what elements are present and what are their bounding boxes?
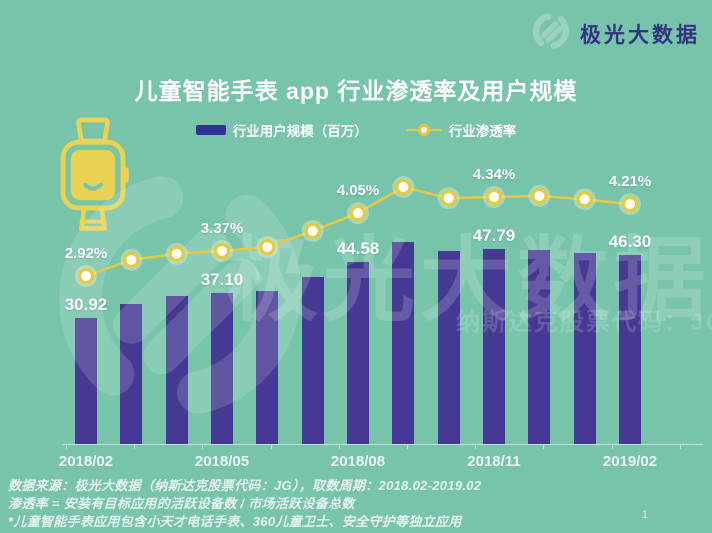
brand-swirl-icon — [530, 10, 572, 57]
brand-logo: 极光大数据 — [530, 10, 700, 57]
bar-2018/07 — [301, 276, 324, 444]
bar-2018/10 — [437, 250, 460, 444]
chart-title: 儿童智能手表 app 行业渗透率及用户规模 — [134, 78, 578, 104]
footer-line-source: 数据来源：极光大数据（纳斯达克股票代码：JG），取数周期：2018.02-201… — [8, 478, 482, 493]
bar-2018/08 — [346, 262, 369, 444]
bar-swatch-icon — [195, 125, 226, 135]
footer-line-definition: 渗透率 = 安装有目标应用的活跃设备数 / 市场活跃设备总数 — [8, 496, 355, 511]
bar-2018/06 — [256, 290, 279, 444]
bar-2019/01 — [573, 252, 596, 444]
bar-2018/09 — [392, 241, 415, 444]
legend-item-bar: 行业用户规模（百万） — [195, 120, 368, 140]
page-number: 1 — [641, 509, 648, 521]
bar-2018/03 — [120, 303, 143, 444]
legend-item-line: 行业渗透率 — [405, 120, 517, 140]
bar-2018/05 — [210, 292, 233, 444]
bar-2018/12 — [528, 250, 551, 444]
legend-label-bar: 行业用户规模（百万） — [232, 124, 368, 139]
brand-name: 极光大数据 — [580, 23, 700, 47]
bar-2018/04 — [165, 296, 188, 444]
bar-2019/02 — [618, 255, 641, 444]
legend-label-line: 行业渗透率 — [448, 124, 517, 139]
bar-2018/02 — [75, 318, 97, 444]
footer-line-note: *儿童智能手表应用包含小天才电话手表、360儿童卫士、安全守护等独立应用 — [8, 514, 462, 529]
chart-legend: 行业用户规模（百万） 行业渗透率 — [0, 120, 712, 140]
bar-2018/11 — [482, 249, 505, 444]
line-swatch-icon — [405, 124, 442, 136]
x-axis-line — [62, 444, 703, 445]
footer: 数据来源：极光大数据（纳斯达克股票代码：JG），取数周期：2018.02-201… — [8, 477, 481, 531]
